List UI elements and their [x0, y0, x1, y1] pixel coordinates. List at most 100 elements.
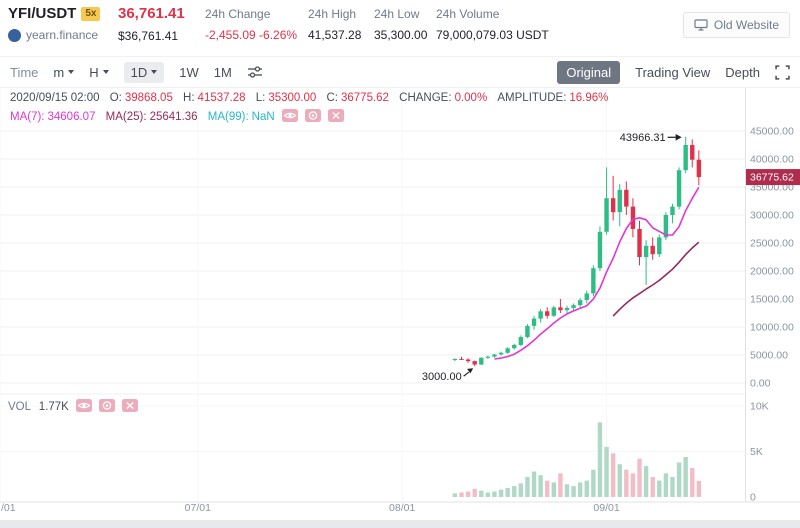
stat-24h-change: 24h Change -2,455.09 -6.26%: [205, 7, 297, 42]
stat-value: -2,455.09 -6.26%: [205, 28, 298, 42]
interval-minutes-dropdown[interactable]: m: [53, 65, 75, 80]
svg-text:40000.00: 40000.00: [750, 154, 794, 166]
svg-text:45000.00: 45000.00: [750, 126, 794, 138]
stat-label: 24h Low: [374, 7, 420, 21]
stat-value: 79,000,079.03 USDT: [436, 28, 549, 42]
view-original-selected[interactable]: Original: [557, 60, 621, 84]
volume-info-row: VOL 1.77K: [8, 399, 139, 413]
bottom-scrollbar[interactable]: [0, 520, 800, 528]
svg-text:30000.00: 30000.00: [750, 210, 794, 222]
old-website-label: Old Website: [713, 18, 779, 32]
volume-bars: [452, 422, 702, 497]
close-icon[interactable]: [122, 399, 139, 412]
ma7-line: [494, 186, 700, 360]
coin-name: yearn.finance: [26, 28, 99, 42]
svg-text:09/01: 09/01: [593, 502, 619, 514]
pair-block: YFI/USDT 5x yearn.finance: [8, 5, 101, 42]
svg-text:08/01: 08/01: [389, 502, 415, 514]
interval-hours-dropdown[interactable]: H: [89, 65, 109, 80]
svg-text:15000.00: 15000.00: [750, 294, 794, 306]
interval-1m[interactable]: 1M: [213, 64, 232, 80]
svg-text:07/01: 07/01: [185, 502, 211, 514]
open-label: O:: [109, 92, 122, 104]
chevron-down-icon: [68, 70, 75, 74]
change-label: CHANGE:: [399, 92, 452, 104]
view-switcher: Original Trading View Depth: [557, 60, 790, 84]
ma25-label: MA(25):: [105, 111, 147, 123]
ohlc-info-line: 2020/09/15 02:00 O: 39868.05 H: 41537.28 L…: [10, 92, 608, 104]
pair-name: YFI/USDT: [8, 5, 77, 22]
price-block: 36,761.41 $36,761.41: [118, 5, 185, 43]
leverage-badge[interactable]: 5x: [81, 6, 101, 21]
svg-text:20000.00: 20000.00: [750, 266, 794, 278]
stat-24h-volume: 24h Volume 79,000,079.03 USDT: [436, 7, 549, 42]
stat-value: 35,300.00: [374, 28, 428, 42]
last-price: 36,761.41: [118, 5, 185, 22]
svg-text:0.00: 0.00: [750, 378, 771, 390]
stat-label: 24h High: [308, 7, 357, 21]
candlestick-chart[interactable]: 45000.0040000.0035000.0030000.0025000.00…: [0, 88, 800, 528]
open-value: 39868.05: [124, 92, 173, 104]
low-label: L:: [255, 92, 266, 104]
stat-24h-high: 24h High 41,537.28: [308, 7, 361, 42]
view-depth[interactable]: Depth: [725, 64, 760, 80]
settings-icon[interactable]: [305, 109, 322, 122]
chevron-down-icon: [151, 70, 158, 74]
vol-label: VOL: [8, 401, 31, 413]
ma7-value: 34606.07: [47, 111, 96, 123]
svg-text:36775.62: 36775.62: [750, 172, 794, 184]
close-icon[interactable]: [328, 109, 345, 122]
amplitude-label: AMPLITUDE:: [497, 92, 567, 104]
close-label: C:: [326, 92, 338, 104]
stat-label: 24h Volume: [436, 7, 500, 21]
coin-icon: [8, 28, 21, 42]
svg-text:5000.00: 5000.00: [750, 350, 788, 362]
ma7-label: MA(7):: [10, 111, 45, 123]
ma-info-line: MA(7): 34606.07 MA(25): 25641.36 MA(99): Na…: [10, 109, 345, 123]
candle-datetime: 2020/09/15 02:00: [10, 92, 100, 104]
svg-text:0: 0: [750, 492, 756, 504]
chart-region: 45000.00 40000.00 35000.00 30000.00 25000.00…: [0, 88, 800, 528]
svg-text:25000.00: 25000.00: [750, 238, 794, 250]
time-label: Time: [10, 64, 39, 80]
chart-toolbar: Time m H 1D 1W 1M Original Trading View …: [0, 57, 800, 88]
fullscreen-icon[interactable]: [775, 64, 790, 80]
stat-24h-low: 24h Low 35,300.00: [374, 7, 427, 42]
svg-text:3000.00: 3000.00: [422, 371, 462, 383]
close-value: 36775.62: [340, 92, 389, 104]
amplitude-value: 16.96%: [569, 92, 609, 104]
svg-text:10000.00: 10000.00: [750, 322, 794, 334]
chevron-down-icon: [102, 70, 109, 74]
ma25-line: [612, 241, 700, 317]
ma99-label: MA(99):: [207, 111, 249, 123]
last-price-tag: [746, 169, 800, 186]
view-trading-view[interactable]: Trading View: [635, 64, 711, 80]
last-price-usd: $36,761.41: [118, 29, 179, 43]
pair-header: YFI/USDT 5x yearn.finance 36,761.41 $36,…: [0, 0, 800, 57]
svg-text:10K: 10K: [750, 401, 769, 413]
low-value: 35300.00: [268, 92, 317, 104]
eye-icon[interactable]: [281, 109, 298, 122]
svg-text:/01: /01: [1, 502, 16, 514]
ma25-value: 25641.36: [149, 111, 198, 123]
change-value: 0.00%: [454, 92, 488, 104]
interval-1d-selected[interactable]: 1D: [123, 61, 165, 83]
stat-value: 41,537.28: [308, 28, 362, 42]
grid-lines: 45000.0040000.0035000.0030000.0025000.00…: [0, 88, 794, 514]
monitor-icon: [694, 19, 708, 31]
high-value: 41537.28: [197, 92, 246, 104]
high-label: H:: [183, 92, 195, 104]
candles[interactable]: [452, 136, 702, 367]
ma99-value: NaN: [251, 111, 275, 123]
old-website-button[interactable]: Old Website: [682, 12, 790, 38]
svg-text:5K: 5K: [750, 446, 763, 458]
svg-text:43966.31: 43966.31: [620, 132, 666, 144]
chart-annotations: 43966.31 3000.00: [422, 132, 682, 383]
interval-1w[interactable]: 1W: [179, 64, 199, 80]
indicator-settings-icon[interactable]: [247, 65, 263, 79]
vol-value: 1.77K: [38, 401, 69, 413]
settings-icon[interactable]: [99, 399, 116, 412]
stat-label: 24h Change: [205, 7, 271, 21]
eye-icon[interactable]: [76, 399, 93, 412]
